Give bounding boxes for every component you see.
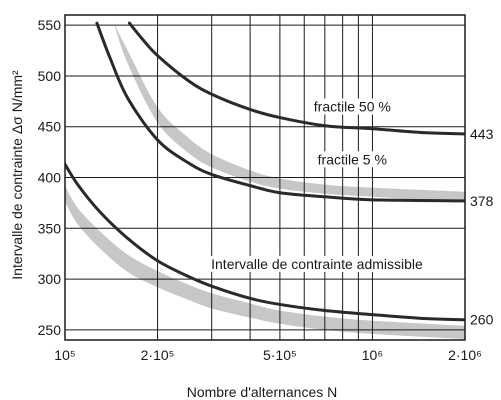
annotation-bg: [315, 151, 389, 168]
x-axis-label: Nombre d'alternances N: [187, 384, 338, 400]
end-labels: 443 378 260: [470, 126, 494, 328]
scatter-bands: [65, 23, 465, 339]
series-end-label: 260: [470, 312, 494, 328]
x-tick-label: 10⁶: [362, 347, 383, 363]
annotations: fractile 50 % fractile 5 % Intervalle de c…: [209, 98, 426, 272]
y-tick-label: 500: [38, 68, 62, 84]
y-tick-label: 550: [38, 17, 62, 33]
x-tick-label: 10⁵: [54, 347, 75, 363]
series-line-3: [65, 162, 465, 322]
x-tick-label: 2·10⁵: [141, 347, 175, 363]
series-lines: [65, 21, 465, 322]
y-tick-label: 250: [38, 322, 62, 338]
band-1: [113, 23, 465, 202]
y-tick-label: 400: [38, 170, 62, 186]
series-end-label: 443: [470, 126, 494, 142]
y-tick-label: 350: [38, 220, 62, 236]
annotation-label: fractile 5 %: [318, 151, 387, 167]
grid-lines: [64, 15, 466, 340]
annotation-label: fractile 50 %: [314, 98, 391, 114]
x-tick-label: 2·10⁶: [448, 347, 482, 363]
tick-labels: 250 300 350 400 450 500 550 10⁵ 2·10⁵ 5·10⁵ 10⁶ 2·1…: [38, 17, 482, 363]
band-2: [65, 185, 465, 339]
plot-frame: [64, 14, 466, 341]
y-axis-label: Intervalle de contrainte Δσ N/mm²: [9, 70, 25, 280]
annotation-bg: [209, 255, 426, 272]
y-tick-label: 300: [38, 271, 62, 287]
annotation-bg: [311, 98, 393, 115]
x-tick-label: 5·10⁵: [263, 347, 297, 363]
annotation-label: Intervalle de contrainte admissible: [211, 256, 423, 272]
series-line-2: [95, 21, 465, 203]
series-line-1: [127, 21, 465, 136]
y-tick-label: 450: [38, 119, 62, 135]
series-end-label: 378: [470, 193, 494, 209]
